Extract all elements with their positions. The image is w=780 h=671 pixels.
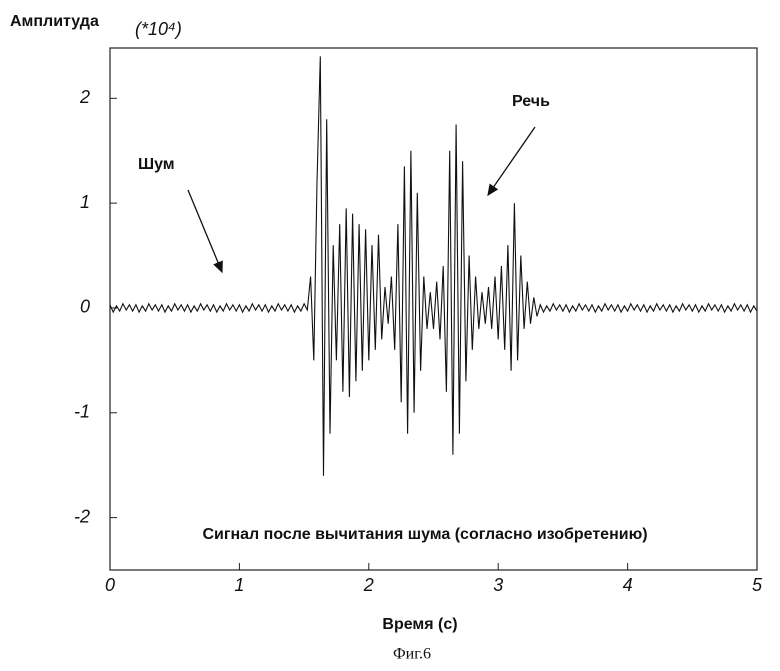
x-tick-label: 5 <box>752 575 763 595</box>
y-tick-label: 0 <box>80 297 90 317</box>
y-tick-label: 1 <box>80 192 90 212</box>
figure-label: Фиг.6 <box>393 646 431 663</box>
x-tick-label: 4 <box>623 575 633 595</box>
x-tick-label: 1 <box>234 575 244 595</box>
y-unit: (*10⁴) <box>135 19 182 39</box>
plot-frame <box>109 47 758 571</box>
annotation: Шум <box>138 156 175 173</box>
y-tick-label: 2 <box>79 87 90 107</box>
caption: Сигнал после вычитания шума (согласно из… <box>202 526 647 543</box>
arrow <box>487 126 536 197</box>
x-tick-label: 0 <box>105 575 115 595</box>
y-tick-label: -1 <box>74 402 90 422</box>
x-tick-label: 2 <box>363 575 374 595</box>
annotation: Речь <box>512 93 550 110</box>
x-tick-label: 3 <box>493 575 503 595</box>
x-axis-label: Время (с) <box>382 616 457 633</box>
chart-title: Амплитуда <box>10 13 99 30</box>
arrow <box>187 189 223 274</box>
y-tick-label: -2 <box>74 506 90 526</box>
signal-line <box>109 56 758 476</box>
